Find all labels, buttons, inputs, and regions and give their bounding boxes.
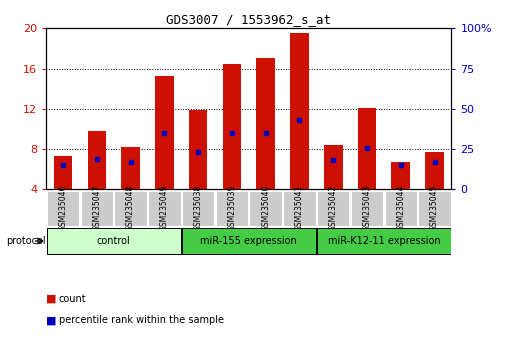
Text: ■: ■: [46, 294, 56, 304]
Text: GSM235048: GSM235048: [126, 185, 135, 232]
Bar: [391, 162, 410, 189]
Text: GSM235049: GSM235049: [160, 185, 169, 232]
Bar: [317, 228, 451, 254]
Bar: [358, 108, 377, 189]
Text: GSM235047: GSM235047: [92, 185, 102, 232]
Bar: [223, 64, 241, 189]
Bar: [47, 228, 181, 254]
Bar: [155, 76, 174, 189]
Text: miR-K12-11 expression: miR-K12-11 expression: [328, 236, 440, 246]
Text: miR-155 expression: miR-155 expression: [201, 236, 297, 246]
Text: GSM235038: GSM235038: [193, 185, 203, 232]
Text: percentile rank within the sample: percentile rank within the sample: [59, 315, 224, 325]
Bar: [425, 152, 444, 189]
Bar: [317, 190, 349, 226]
Bar: [290, 33, 309, 189]
Bar: [249, 190, 282, 226]
Bar: [182, 190, 214, 226]
Text: ■: ■: [46, 315, 56, 325]
Text: GSM235043: GSM235043: [363, 185, 371, 232]
Text: GSM235045: GSM235045: [430, 185, 439, 232]
Bar: [283, 190, 315, 226]
Bar: [189, 110, 207, 189]
Bar: [324, 145, 343, 189]
Text: GSM235044: GSM235044: [396, 185, 405, 232]
Bar: [81, 190, 113, 226]
Bar: [182, 228, 315, 254]
Bar: [88, 131, 106, 189]
Bar: [215, 190, 248, 226]
Title: GDS3007 / 1553962_s_at: GDS3007 / 1553962_s_at: [166, 13, 331, 26]
Text: GSM235042: GSM235042: [329, 185, 338, 232]
Bar: [148, 190, 181, 226]
Text: count: count: [59, 294, 87, 304]
Text: GSM235039: GSM235039: [227, 185, 236, 232]
Text: GSM235040: GSM235040: [261, 185, 270, 232]
Bar: [351, 190, 383, 226]
Text: protocol: protocol: [7, 236, 46, 246]
Text: control: control: [97, 236, 131, 246]
Bar: [256, 57, 275, 189]
Bar: [54, 156, 72, 189]
Bar: [385, 190, 417, 226]
Bar: [121, 147, 140, 189]
Bar: [47, 190, 80, 226]
Text: GSM235041: GSM235041: [295, 185, 304, 232]
Text: GSM235046: GSM235046: [58, 185, 68, 232]
Bar: [114, 190, 147, 226]
Bar: [418, 190, 451, 226]
